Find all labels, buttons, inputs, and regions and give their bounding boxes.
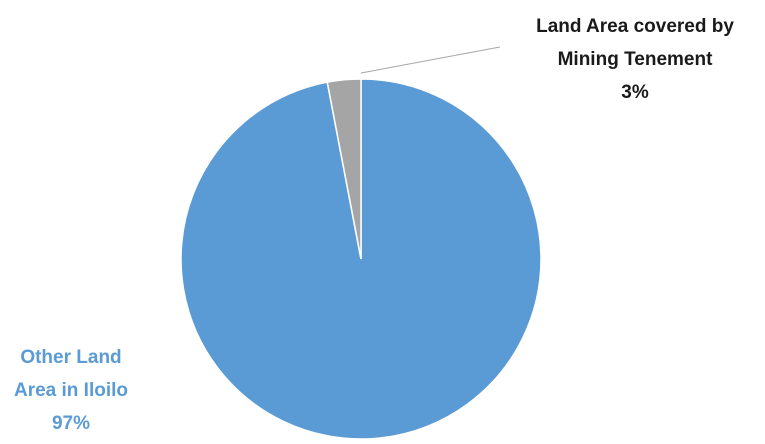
- pie-slices: [180, 78, 542, 440]
- mining-leader-line: [360, 46, 501, 74]
- other-land-label-line-2: Area in Iloilo: [13, 380, 129, 401]
- other-land-value-label: 97%: [51, 413, 91, 434]
- mining-tenement-slice: [326, 78, 362, 260]
- other-land-label-line-1: Other Land: [20, 347, 122, 368]
- other-land-label: Other Land Area in Iloilo 97%: [0, 341, 142, 440]
- mining-value-label: 3%: [621, 82, 649, 103]
- mining-label-line-1: Land Area covered by: [536, 16, 734, 37]
- mining-tenement-label: Land Area covered by Mining Tenement 3%: [505, 10, 765, 109]
- mining-label-line-2: Mining Tenement: [557, 49, 713, 70]
